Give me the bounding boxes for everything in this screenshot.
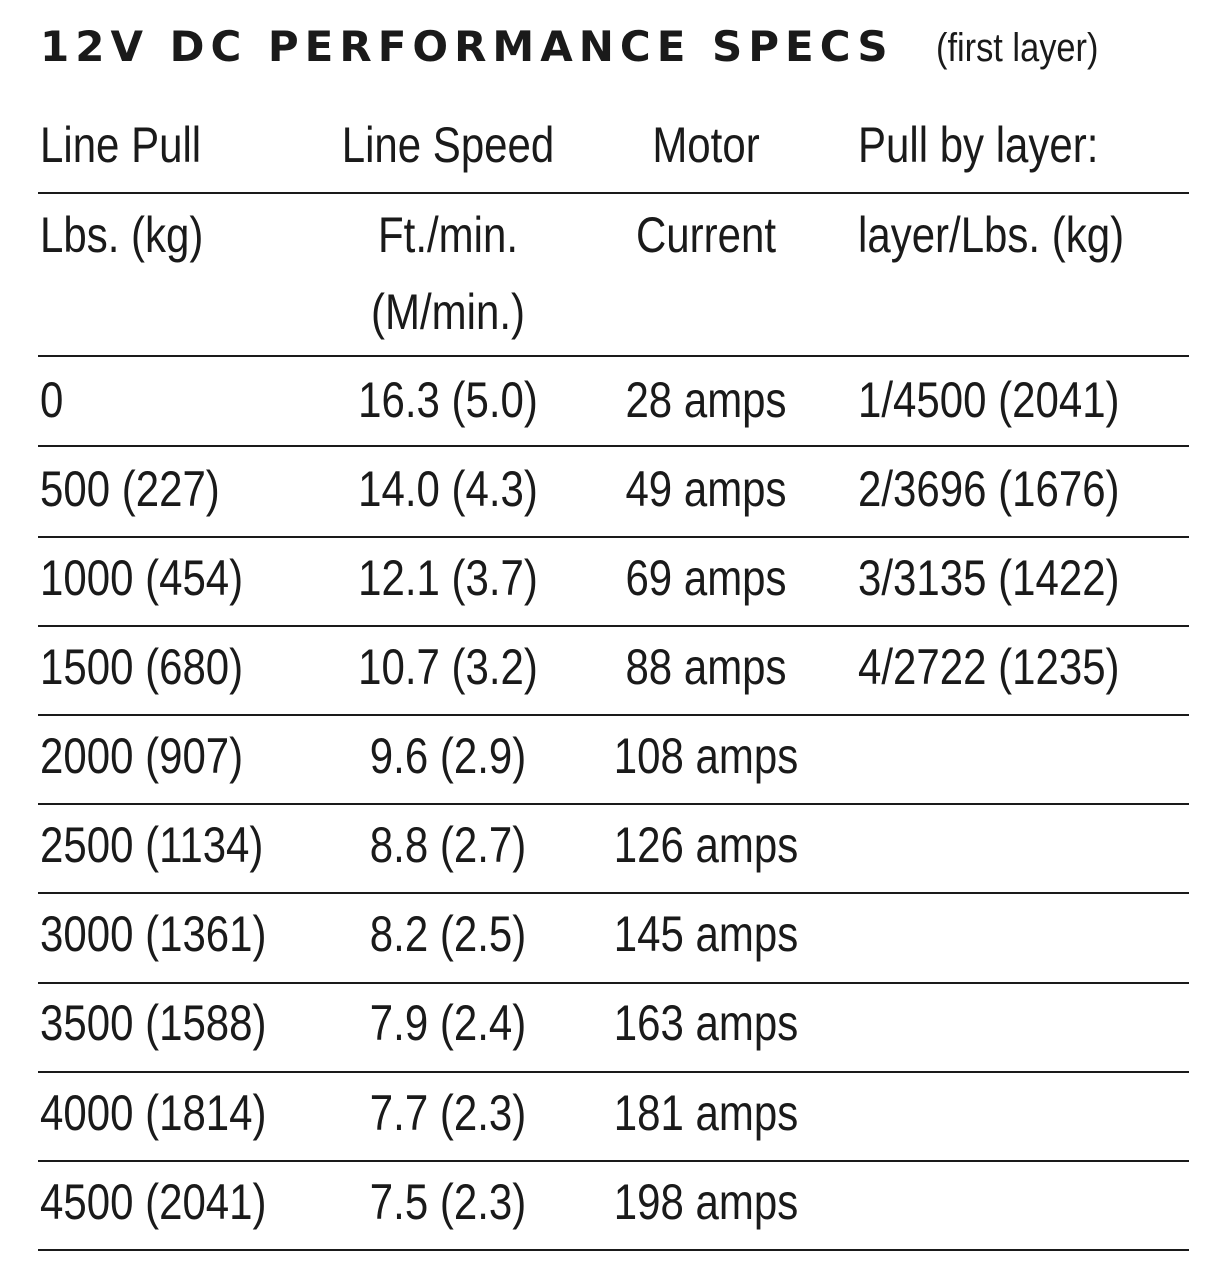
table-title: 12V DC PERFORMANCE SPECS — [40, 22, 894, 71]
cell-line-speed: 8.2 (2.5) — [369, 906, 527, 962]
header-units-current: Current — [635, 207, 777, 263]
cell-line-pull: 3500 (1588) — [40, 995, 267, 1051]
cell-motor-current: 108 amps — [613, 728, 799, 784]
row-divider — [38, 1071, 1189, 1073]
cell-motor-current: 145 amps — [613, 906, 799, 962]
cell-line-pull: 0 — [40, 372, 64, 428]
header-bottom-rule — [38, 355, 1189, 357]
cell-line-speed: 8.8 (2.7) — [369, 817, 527, 873]
cell-motor-current: 49 amps — [625, 461, 787, 517]
cell-line-pull: 4500 (2041) — [40, 1174, 267, 1230]
row-divider — [38, 536, 1189, 538]
row-divider — [38, 445, 1189, 447]
row-divider — [38, 1249, 1189, 1251]
cell-line-pull: 3000 (1361) — [40, 906, 267, 962]
header-line-speed: Line Speed — [341, 117, 555, 173]
row-divider — [38, 714, 1189, 716]
cell-line-speed: 7.9 (2.4) — [369, 995, 527, 1051]
header-divider — [38, 192, 1189, 194]
cell-line-speed: 10.7 (3.2) — [358, 639, 538, 695]
cell-line-pull: 4000 (1814) — [40, 1085, 267, 1141]
row-divider — [38, 1160, 1189, 1162]
cell-motor-current: 198 amps — [613, 1174, 799, 1230]
row-divider — [38, 982, 1189, 984]
cell-motor-current: 181 amps — [613, 1085, 799, 1141]
header-units-layer: layer/Lbs. (kg) — [858, 207, 1125, 263]
cell-line-pull: 2500 (1134) — [40, 817, 264, 873]
table-subtitle: (first layer) — [935, 26, 1099, 70]
header-pull-by-layer: Pull by layer: — [858, 117, 1099, 173]
cell-motor-current: 69 amps — [625, 550, 787, 606]
cell-line-speed: 9.6 (2.9) — [369, 728, 527, 784]
cell-motor-current: 88 amps — [625, 639, 787, 695]
cell-line-speed: 14.0 (4.3) — [358, 461, 538, 517]
cell-pull-by-layer: 1/4500 (2041) — [858, 372, 1120, 428]
row-divider — [38, 803, 1189, 805]
cell-motor-current: 28 amps — [625, 372, 787, 428]
header-line-pull: Line Pull — [40, 117, 202, 173]
cell-line-pull: 2000 (907) — [40, 728, 244, 784]
title-row: 12V DC PERFORMANCE SPECS (first layer) — [40, 22, 1124, 82]
cell-line-pull: 500 (227) — [40, 461, 220, 517]
cell-pull-by-layer: 2/3696 (1676) — [858, 461, 1120, 517]
row-divider — [38, 892, 1189, 894]
cell-motor-current: 126 amps — [613, 817, 799, 873]
header-motor: Motor — [652, 117, 760, 173]
header-units-speed: Ft./min. — [377, 207, 519, 263]
cell-line-pull: 1500 (680) — [40, 639, 244, 695]
row-divider — [38, 625, 1189, 627]
cell-line-speed: 7.5 (2.3) — [369, 1174, 527, 1230]
cell-line-speed: 7.7 (2.3) — [369, 1085, 527, 1141]
cell-motor-current: 163 amps — [613, 995, 799, 1051]
header-units-speed-metric: (M/min.) — [371, 284, 525, 340]
cell-line-speed: 12.1 (3.7) — [358, 550, 538, 606]
cell-pull-by-layer: 3/3135 (1422) — [858, 550, 1120, 606]
cell-pull-by-layer: 4/2722 (1235) — [858, 639, 1120, 695]
cell-line-pull: 1000 (454) — [40, 550, 244, 606]
cell-line-speed: 16.3 (5.0) — [358, 372, 538, 428]
header-units-pull: Lbs. (kg) — [40, 207, 204, 263]
